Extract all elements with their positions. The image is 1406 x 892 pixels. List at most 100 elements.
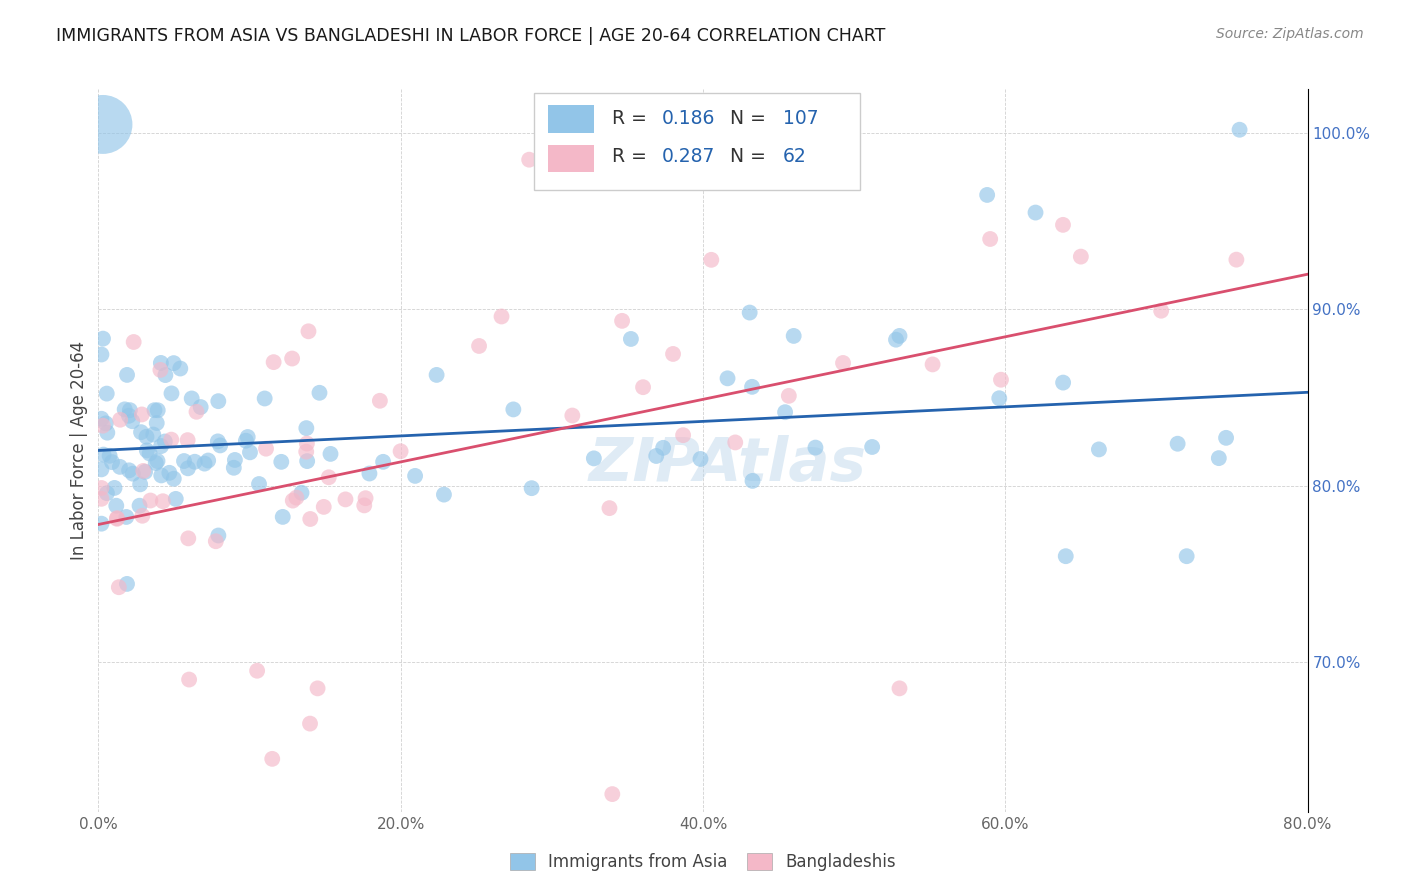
Point bbox=[145, 416, 167, 430]
Legend: Immigrants from Asia, Bangladeshis: Immigrants from Asia, Bangladeshis bbox=[502, 845, 904, 880]
Point bbox=[197, 453, 219, 467]
Text: 107: 107 bbox=[783, 110, 818, 128]
Point bbox=[90, 462, 112, 476]
Point bbox=[652, 441, 675, 455]
Point bbox=[149, 363, 172, 377]
Point bbox=[1150, 303, 1173, 318]
Point bbox=[96, 486, 118, 500]
Point bbox=[319, 447, 342, 461]
Point bbox=[146, 403, 169, 417]
Point bbox=[115, 577, 138, 591]
Point bbox=[207, 528, 229, 542]
Point bbox=[121, 467, 143, 481]
Point bbox=[359, 467, 381, 481]
Point bbox=[976, 188, 998, 202]
Point bbox=[312, 500, 335, 514]
Point bbox=[246, 664, 269, 678]
Point bbox=[921, 358, 943, 372]
Point bbox=[105, 511, 128, 525]
Point bbox=[295, 436, 318, 450]
Text: IMMIGRANTS FROM ASIA VS BANGLADESHI IN LABOR FORCE | AGE 20-64 CORRELATION CHART: IMMIGRANTS FROM ASIA VS BANGLADESHI IN L… bbox=[56, 27, 886, 45]
Point bbox=[176, 433, 198, 447]
Point bbox=[118, 409, 141, 423]
Point bbox=[860, 440, 883, 454]
Point bbox=[1052, 218, 1074, 232]
Point bbox=[620, 332, 643, 346]
Point bbox=[1175, 549, 1198, 564]
Point bbox=[1024, 205, 1046, 219]
Point bbox=[353, 499, 375, 513]
Text: R =: R = bbox=[613, 110, 654, 128]
Point bbox=[103, 481, 125, 495]
Point bbox=[235, 434, 257, 448]
Point bbox=[128, 499, 150, 513]
Text: ZIPAtlas: ZIPAtlas bbox=[588, 435, 866, 494]
Point bbox=[1052, 376, 1074, 390]
Point bbox=[118, 463, 141, 477]
Point bbox=[193, 457, 215, 471]
Point bbox=[138, 446, 160, 460]
Point bbox=[101, 455, 124, 469]
Point bbox=[160, 386, 183, 401]
Point bbox=[295, 421, 318, 435]
Point bbox=[295, 454, 318, 468]
FancyBboxPatch shape bbox=[548, 105, 595, 133]
Point bbox=[163, 472, 186, 486]
Point bbox=[368, 393, 391, 408]
Point bbox=[179, 673, 201, 687]
Point bbox=[96, 425, 118, 440]
Point bbox=[142, 427, 165, 442]
Point bbox=[773, 405, 796, 419]
Point bbox=[610, 314, 633, 328]
Point bbox=[139, 493, 162, 508]
Point bbox=[143, 403, 166, 417]
Point bbox=[129, 477, 152, 491]
Point bbox=[108, 413, 131, 427]
Point bbox=[689, 452, 711, 467]
Point bbox=[271, 509, 294, 524]
Point bbox=[662, 347, 685, 361]
Point bbox=[108, 580, 131, 594]
Point bbox=[163, 356, 186, 370]
Point bbox=[602, 787, 624, 801]
Point bbox=[404, 469, 426, 483]
Point bbox=[90, 347, 112, 361]
Point bbox=[94, 417, 117, 431]
Point bbox=[804, 441, 827, 455]
Point bbox=[157, 466, 180, 480]
Point bbox=[93, 448, 115, 462]
Point bbox=[204, 534, 226, 549]
Point bbox=[295, 444, 318, 458]
Point bbox=[114, 402, 136, 417]
Point bbox=[1167, 436, 1189, 450]
Point bbox=[131, 408, 153, 422]
Point bbox=[146, 454, 169, 468]
Text: 62: 62 bbox=[783, 147, 807, 166]
Point bbox=[281, 351, 304, 366]
Point bbox=[884, 333, 907, 347]
Point bbox=[115, 510, 138, 524]
Point bbox=[180, 392, 202, 406]
Point bbox=[299, 512, 322, 526]
Point bbox=[741, 474, 763, 488]
Point bbox=[426, 368, 449, 382]
Point bbox=[741, 380, 763, 394]
Point bbox=[186, 405, 208, 419]
Point bbox=[91, 118, 114, 132]
Text: R =: R = bbox=[613, 147, 654, 166]
Point bbox=[281, 493, 304, 508]
Point bbox=[716, 371, 738, 385]
Point bbox=[108, 459, 131, 474]
Point bbox=[1070, 250, 1092, 264]
Point bbox=[247, 477, 270, 491]
Point bbox=[672, 428, 695, 442]
Point bbox=[598, 501, 620, 516]
Point bbox=[132, 464, 155, 478]
Point bbox=[150, 468, 173, 483]
Point bbox=[631, 380, 654, 394]
Point bbox=[177, 461, 200, 475]
Point bbox=[299, 716, 322, 731]
Point bbox=[209, 438, 232, 452]
Point bbox=[389, 444, 412, 458]
Point bbox=[149, 356, 172, 370]
